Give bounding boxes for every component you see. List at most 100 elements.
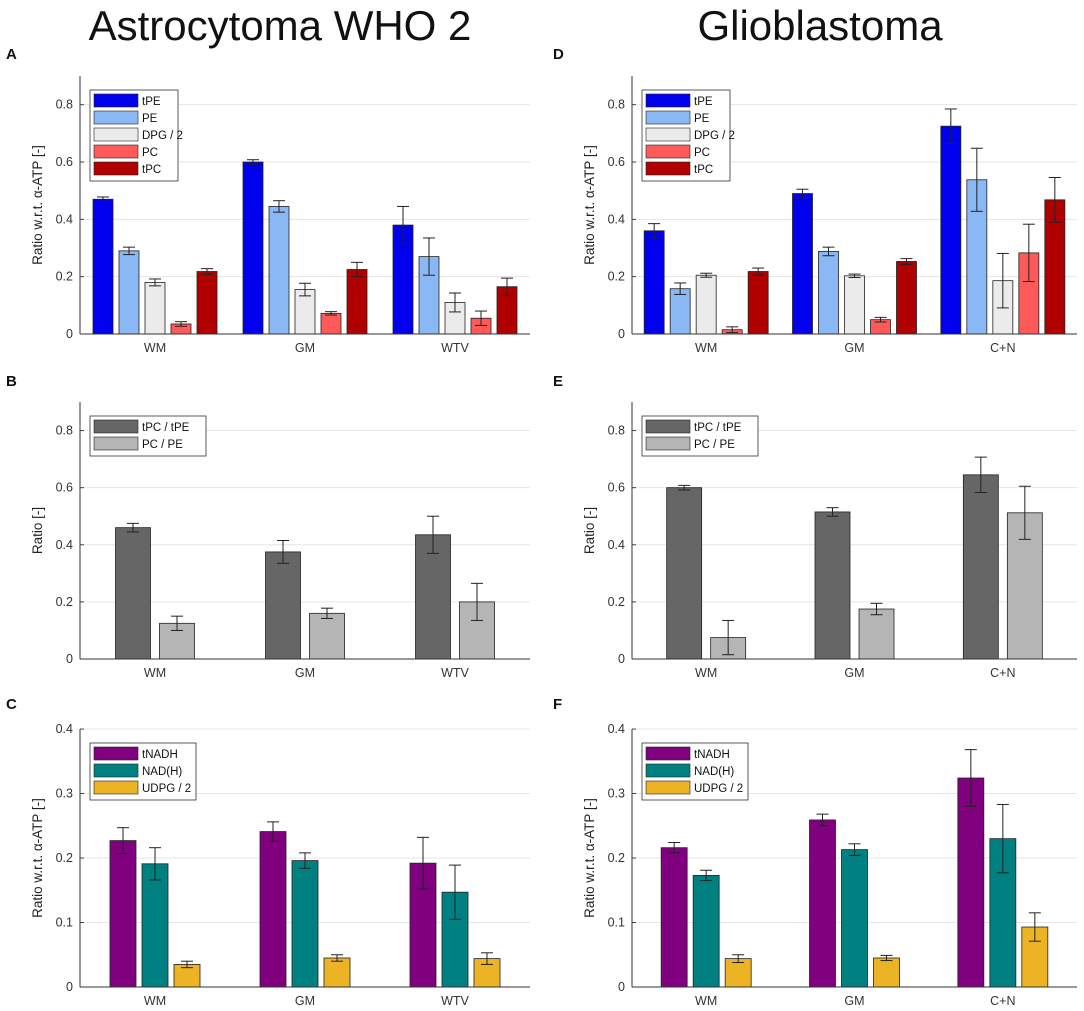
ytick-label-c-0: 0 <box>66 980 73 994</box>
errorbar-d-wm-dpg-2 <box>700 272 713 278</box>
bar-f-gm-nad-h <box>841 849 868 988</box>
errorbar-e-gm-tpc-tpe <box>826 507 839 517</box>
legend-swatch-a-pc <box>93 144 139 159</box>
legend-a: tPE PE DPG / 2 PC tPC <box>89 89 183 182</box>
legend-f: tNADH NAD(H) UDPG / 2 <box>641 742 749 801</box>
errorbar-b-gm-tpc-tpe <box>277 539 289 564</box>
bar-d-wm-dpg-2 <box>695 274 717 335</box>
panel-letter-b: B <box>6 373 17 390</box>
legend-label-f-udpg-2: UDPG / 2 <box>694 783 743 795</box>
errorbar-a-gm-pe <box>273 200 285 213</box>
errorbar-c-wm-tnadh <box>117 827 129 854</box>
errorbar-b-wtv-tpc-tpe <box>427 515 439 554</box>
legend-c: tNADH NAD(H) UDPG / 2 <box>89 742 197 801</box>
legend-label-d-pe: PE <box>694 113 710 125</box>
chart-f-glioblastoma-nadh: 0 0.1 0.2 0.3 0.4 Ratio w.r.t. α-ATP [-] WM GM C… <box>582 722 1077 1008</box>
ytick-label-b-1: 0.2 <box>56 595 73 609</box>
ylabel-c: Ratio w.r.t. α-ATP [-] <box>30 798 45 918</box>
panel-letter-e: E <box>553 373 564 390</box>
bar-b-wm-tpc-tpe <box>115 527 151 660</box>
xtick-label-c-1: GM <box>295 994 315 1008</box>
bar-c-gm-tnadh <box>259 831 287 988</box>
errorbar-c-wtv-nad-h <box>449 864 461 920</box>
errorbar-d-gm-pe <box>822 246 835 257</box>
errorbar-a-wtv-pe <box>423 237 435 276</box>
ytick-label-b-4: 0.8 <box>56 424 73 438</box>
errorbar-c-wtv-udpg-2 <box>481 952 493 965</box>
errorbar-e-wm-tpc-tpe <box>678 484 691 491</box>
errorbar-d-c-n-tpe <box>944 108 957 144</box>
ytick-label-e-2: 0.4 <box>608 538 625 552</box>
legend-label-a-tpe: tPE <box>142 96 161 108</box>
errorbar-f-gm-nad-h <box>848 843 861 856</box>
errorbar-e-c-n-pc-pe <box>1018 485 1031 540</box>
ytick-label-b-2: 0.4 <box>56 538 73 552</box>
ytick-label-d-4: 0.8 <box>608 98 625 112</box>
errorbar-d-c-n-pe <box>970 147 983 212</box>
ytick-label-e-3: 0.6 <box>608 481 625 495</box>
errorbar-c-gm-tnadh <box>267 821 279 842</box>
legend-label-c-tnadh: tNADH <box>142 749 178 761</box>
errorbar-d-c-n-pc <box>1022 223 1035 283</box>
errorbar-c-gm-nad-h <box>299 852 311 869</box>
column-title-astrocytoma: Astrocytoma WHO 2 <box>88 2 472 49</box>
legend-swatch-a-dpg-2 <box>93 127 139 142</box>
bar-b-gm-pc-pe <box>309 612 345 660</box>
legend-label-e-tpc-tpe: tPC / tPE <box>694 422 742 434</box>
bar-a-gm-pe <box>268 206 290 335</box>
bar-f-gm-tnadh <box>809 819 836 988</box>
legend-swatch-f-udpg-2 <box>645 780 691 795</box>
legend-label-b-tpc-tpe: tPC / tPE <box>142 422 190 434</box>
bar-c-wm-tnadh <box>109 840 137 988</box>
ytick-label-f-4: 0.4 <box>608 722 625 736</box>
legend-swatch-d-dpg-2 <box>645 127 691 142</box>
bar-d-wm-tpc <box>747 271 769 335</box>
errorbar-a-wtv-pc <box>475 310 487 326</box>
errorbar-f-c-n-tnadh <box>964 749 977 807</box>
ytick-label-c-3: 0.3 <box>56 787 73 801</box>
bar-e-c-n-tpc-tpe <box>962 474 999 660</box>
bar-a-gm-tpc <box>346 269 368 335</box>
xtick-label-d-2: C+N <box>990 341 1015 355</box>
legend-swatch-f-nad-h <box>645 763 691 778</box>
ytick-label-e-4: 0.8 <box>608 424 625 438</box>
bar-f-c-n-tnadh <box>957 777 985 988</box>
errorbar-d-wm-pe <box>674 282 687 295</box>
legend-swatch-f-tnadh <box>645 746 691 761</box>
bar-c-gm-nad-h <box>291 860 319 988</box>
legend-label-d-tpc: tPC <box>694 164 713 176</box>
errorbar-a-gm-dpg-2 <box>299 282 311 297</box>
ytick-label-d-3: 0.6 <box>608 155 625 169</box>
bar-a-wm-dpg-2 <box>144 281 166 335</box>
ytick-label-f-0: 0 <box>618 980 625 994</box>
ytick-label-a-0: 0 <box>66 327 73 341</box>
xtick-label-b-0: WM <box>144 666 166 680</box>
legend-label-a-pe: PE <box>142 113 158 125</box>
errorbar-d-gm-tpe <box>796 188 809 199</box>
ytick-label-a-3: 0.6 <box>56 155 73 169</box>
legend-label-f-nad-h: NAD(H) <box>694 766 734 778</box>
errorbar-a-wtv-dpg-2 <box>449 292 461 313</box>
ylabel-a: Ratio w.r.t. α-ATP [-] <box>30 145 45 265</box>
legend-swatch-d-tpe <box>645 93 691 108</box>
bar-d-gm-tpc <box>896 261 917 335</box>
errorbar-e-wm-pc-pe <box>722 619 735 656</box>
panel-letter-d: D <box>553 46 564 63</box>
panel-letter-c: C <box>6 696 17 713</box>
errorbar-a-wtv-tpc <box>501 277 513 296</box>
ytick-label-f-2: 0.2 <box>608 851 625 865</box>
bar-f-wm-tnadh <box>660 847 688 988</box>
panel-letter-a: A <box>6 46 17 63</box>
ytick-label-b-0: 0 <box>66 652 73 666</box>
legend-e: tPC / tPE PC / PE <box>641 415 759 457</box>
errorbar-a-wtv-tpe <box>397 205 409 245</box>
errorbar-c-gm-udpg-2 <box>331 954 343 962</box>
errorbar-f-c-n-udpg-2 <box>1028 912 1041 942</box>
errorbar-f-wm-udpg-2 <box>732 954 745 963</box>
legend-swatch-c-nad-h <box>93 763 139 778</box>
chart-b-astrocytoma-ratios: 0 0.2 0.4 0.6 0.8 Ratio [-] WM GM WTV tPC / tPE PC… <box>30 402 530 680</box>
legend-swatch-a-pe <box>93 110 139 125</box>
errorbar-a-wm-dpg-2 <box>149 278 161 287</box>
ytick-label-d-2: 0.4 <box>608 212 625 226</box>
errorbar-d-gm-dpg-2 <box>848 273 861 279</box>
